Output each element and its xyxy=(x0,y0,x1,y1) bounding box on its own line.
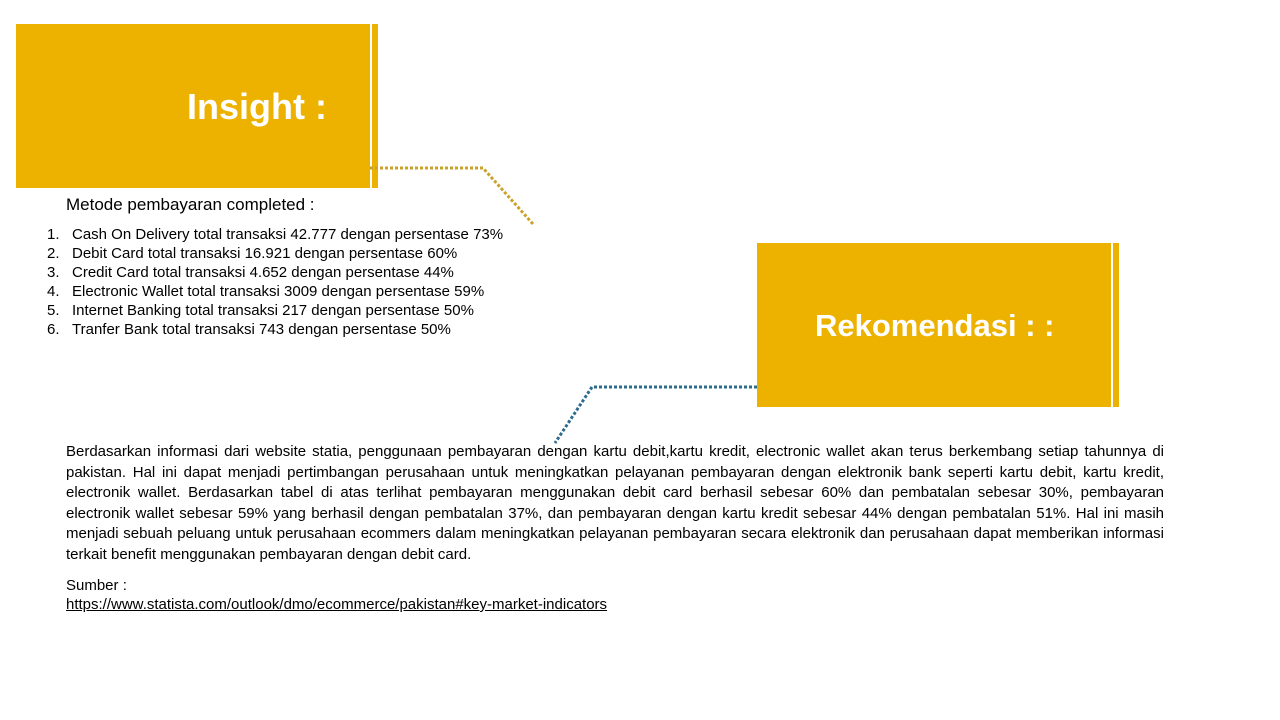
list-item: 5. Internet Banking total transaksi 217 d… xyxy=(47,302,474,319)
insight-connector xyxy=(370,166,535,225)
rekomendasi-paragraph: Berdasarkan informasi dari website stati… xyxy=(66,443,1164,563)
insight-subtitle: Metode pembayaran completed : xyxy=(66,195,315,214)
insight-title: Insight : xyxy=(187,86,327,127)
payment-method-list: 1. Cash On Delivery total transaksi 42.77… xyxy=(47,225,503,339)
list-item: 4. Electronic Wallet total transaksi 3009… xyxy=(47,283,485,300)
rekomendasi-title: Rekomendasi : : xyxy=(815,308,1055,343)
list-item: 2. Debit Card total transaksi 16.921 deng… xyxy=(47,245,458,262)
rekomendasi-header-box xyxy=(757,243,1111,407)
insight-header-box xyxy=(16,24,370,188)
source-label: Sumber : xyxy=(66,577,127,594)
list-item: 6. Tranfer Bank total transaksi 743 denga… xyxy=(47,321,451,338)
rekomendasi-accent-bar xyxy=(1113,243,1119,407)
source-link[interactable]: https://www.statista.com/outlook/dmo/eco… xyxy=(66,596,608,613)
list-item: 3. Credit Card total transaksi 4.652 deng… xyxy=(47,264,454,281)
insight-accent-bar xyxy=(372,24,378,188)
list-item: 1. Cash On Delivery total transaksi 42.77… xyxy=(47,226,504,243)
rekomendasi-connector xyxy=(553,385,757,444)
